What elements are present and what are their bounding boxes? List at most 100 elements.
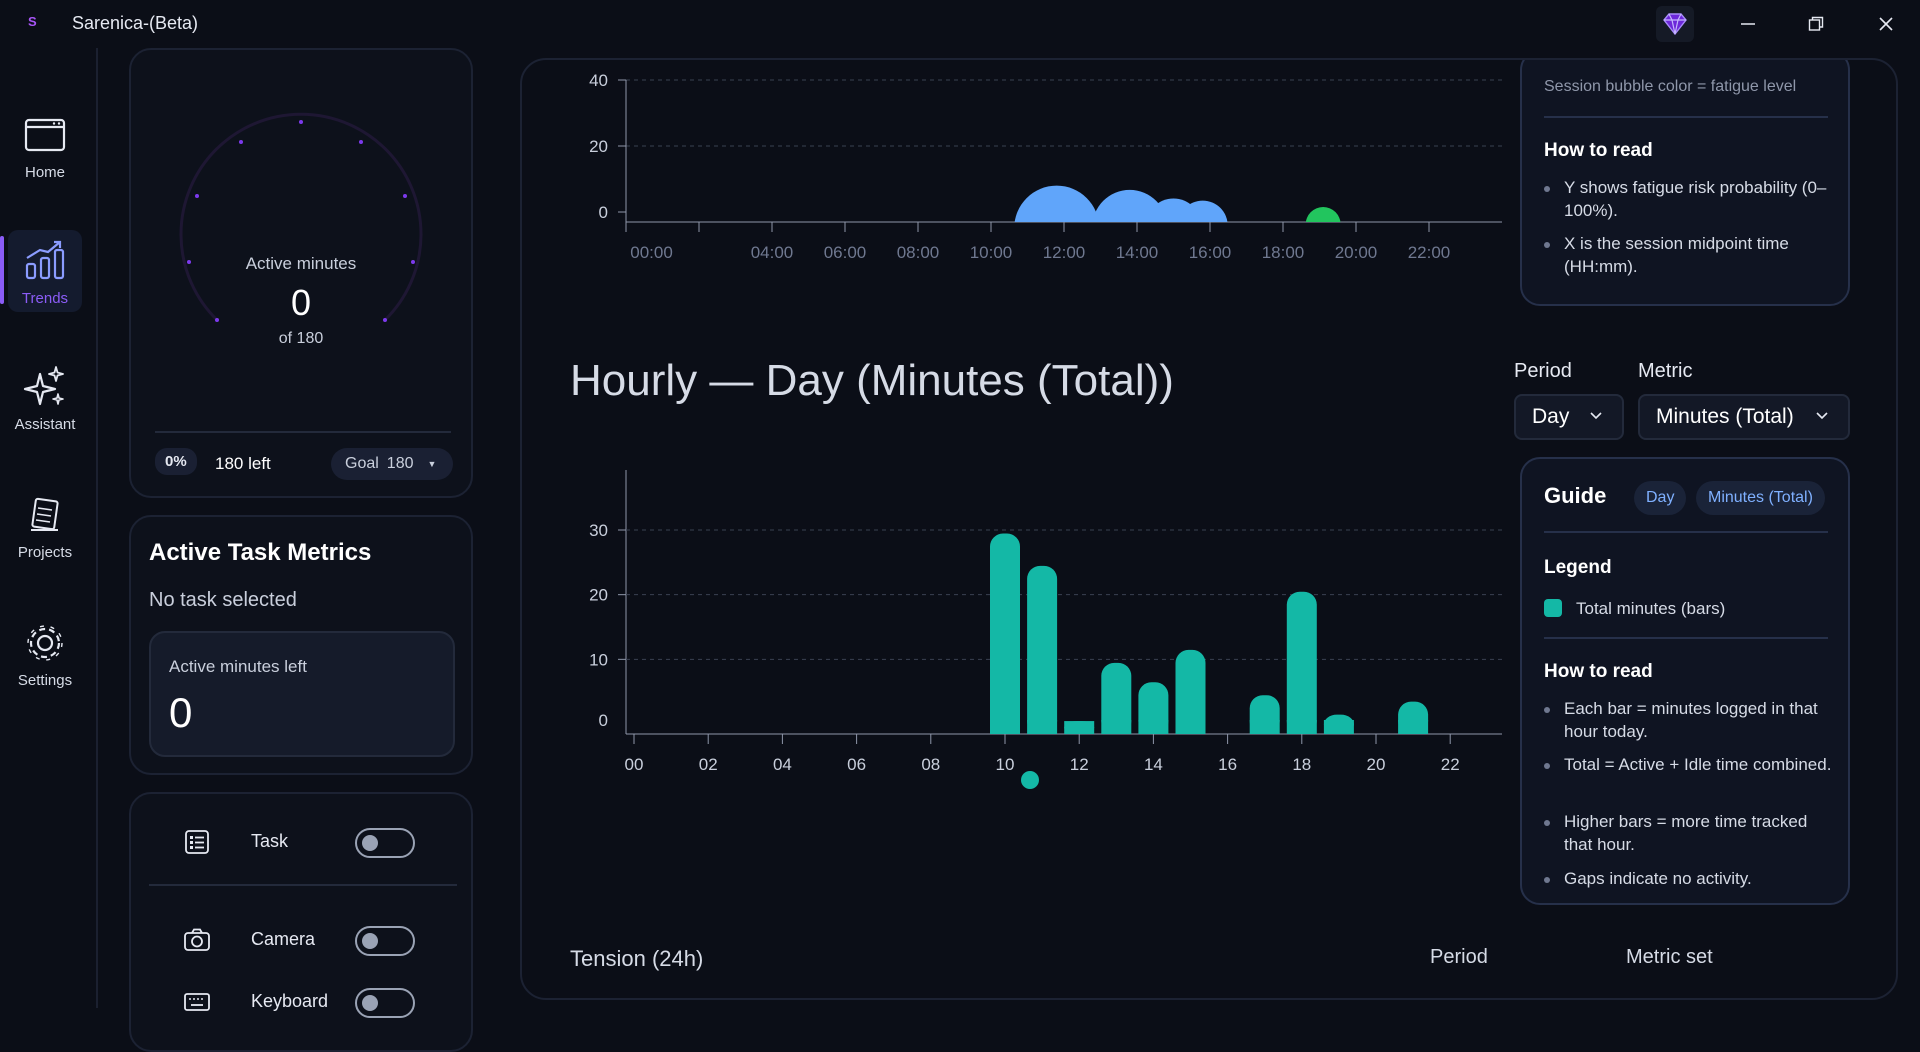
restore-button[interactable] xyxy=(1796,8,1836,40)
y-tick-label: 10 xyxy=(589,650,608,669)
title-bar: S Sarenica-(Beta) xyxy=(0,0,1920,48)
hourly-bar-base xyxy=(1175,720,1206,734)
y-tick-label: 30 xyxy=(589,521,608,540)
bubble-group xyxy=(1014,185,1341,222)
trends-main-panel: 0 20 40 00:00 04:00 06:00 08:00 10:00 12:00 14:00… xyxy=(520,58,1898,1000)
task-toggle-switch[interactable] xyxy=(355,828,415,858)
x-tick-label: 10:00 xyxy=(970,243,1013,262)
guide-bullet: Higher bars = more time tracked that hou… xyxy=(1544,810,1834,856)
guide-bullet: Total = Active + Idle time combined. xyxy=(1544,753,1834,776)
x-tick-label: 08 xyxy=(921,755,940,774)
goal-value: 180 xyxy=(386,455,414,472)
nav-label-projects: Projects xyxy=(17,544,73,561)
camera-toggle-switch[interactable] xyxy=(355,926,415,956)
metric-select-value: Minutes (Total) xyxy=(1656,405,1794,428)
tension-metric-label: Metric set xyxy=(1626,946,1713,968)
session-bubble xyxy=(1092,189,1167,222)
gauge-divider xyxy=(155,431,451,433)
nav-item-projects[interactable]: Projects xyxy=(8,484,82,566)
fatigue-guide-panel: Session bubble color = fatigue level How… xyxy=(1520,60,1850,306)
hourly-bar-base xyxy=(1101,720,1132,734)
active-task-metrics-card: Active Task Metrics No task selected Act… xyxy=(129,515,473,775)
toggle-label-camera: Camera xyxy=(251,929,316,949)
nav-label-assistant: Assistant xyxy=(14,416,76,433)
toggle-label-keyboard: Keyboard xyxy=(251,991,329,1011)
gauge-title: Active minutes xyxy=(245,254,357,273)
legend-swatch xyxy=(1544,599,1562,617)
period-select[interactable]: Day xyxy=(1514,394,1624,440)
guide-chip-metric: Minutes (Total) xyxy=(1696,481,1825,515)
hourly-bar-base xyxy=(990,720,1020,734)
tension-period-label: Period xyxy=(1430,946,1488,968)
caret-down-icon: ▼ xyxy=(427,459,437,469)
minutes-left-text: 180 left xyxy=(215,454,271,473)
guide-title: Guide xyxy=(1544,483,1607,508)
toggle-label-task: Task xyxy=(251,831,289,851)
hourly-bar-base xyxy=(1286,720,1317,734)
nav-label-trends: Trends xyxy=(21,290,69,307)
camera-icon xyxy=(184,928,210,951)
hourly-bar xyxy=(1101,662,1132,734)
tracking-toggles-card: Task Camera Keyboard xyxy=(129,792,473,1052)
x-tick-label: 12 xyxy=(1070,755,1089,774)
period-select-value: Day xyxy=(1532,405,1570,428)
y-tick-label: 20 xyxy=(589,586,608,605)
nav-label-home: Home xyxy=(24,164,65,181)
app-logo: S xyxy=(28,14,37,29)
guide-bullet: Y shows fatigue risk probability (0–100%… xyxy=(1544,176,1834,222)
active-minutes-gauge-card: Active minutes 0 of 180 0% 180 left Goal… xyxy=(129,48,473,498)
session-bubble xyxy=(1177,200,1228,222)
switch-knob xyxy=(362,933,378,949)
x-tick-label: 12:00 xyxy=(1043,243,1086,262)
goal-dropdown[interactable]: Goal 180 ▼ xyxy=(331,448,453,480)
x-tick-label: 20 xyxy=(1367,755,1386,774)
nav-item-settings[interactable]: Settings xyxy=(8,612,82,694)
chevron-down-icon xyxy=(1816,412,1828,420)
active-minutes-left-label: Active minutes left xyxy=(169,657,307,676)
x-tick-label: 18:00 xyxy=(1262,243,1305,262)
close-icon xyxy=(1879,17,1893,31)
metrics-title: Active Task Metrics xyxy=(149,539,372,566)
x-tick-label: 18 xyxy=(1292,755,1311,774)
x-tick-label: 20:00 xyxy=(1335,243,1378,262)
nav-item-trends[interactable]: Trends xyxy=(8,230,82,312)
percent-badge: 0% xyxy=(155,448,197,475)
x-tick-label: 22:00 xyxy=(1408,243,1451,262)
hourly-bar xyxy=(1027,565,1058,734)
x-tick-label: 04:00 xyxy=(751,243,794,262)
session-bubble xyxy=(1305,207,1341,222)
x-tick-label: 04 xyxy=(773,755,792,774)
guide-chip-day: Day xyxy=(1634,481,1687,515)
nav-item-home[interactable]: Home xyxy=(8,104,82,186)
switch-knob xyxy=(362,995,378,1011)
guide-bullet: Gaps indicate no activity. xyxy=(1544,867,1834,890)
guide-divider xyxy=(1544,531,1828,533)
nav-active-indicator xyxy=(0,236,4,304)
nav-item-assistant[interactable]: Assistant xyxy=(8,356,82,438)
list-icon xyxy=(185,830,209,854)
gear-icon xyxy=(27,625,63,661)
y-tick-label: 40 xyxy=(589,71,608,90)
legend-heading: Legend xyxy=(1544,557,1612,578)
hourly-bar xyxy=(1286,591,1317,734)
keyboard-toggle-switch[interactable] xyxy=(355,988,415,1018)
guide-cut-text: Session bubble color = fatigue level xyxy=(1544,78,1797,95)
minimize-button[interactable] xyxy=(1728,8,1768,40)
metric-label: Metric xyxy=(1638,360,1693,382)
premium-gem-button[interactable] xyxy=(1656,6,1694,42)
chevron-down-icon xyxy=(1590,412,1602,420)
x-tick-label: 00:00 xyxy=(630,243,673,262)
metric-select[interactable]: Minutes (Total) xyxy=(1638,394,1850,440)
sparkles-icon xyxy=(23,366,64,406)
guide-bullet: Each bar = minutes logged in that hour t… xyxy=(1544,697,1834,743)
y-tick-label: 0 xyxy=(599,203,608,222)
notebook-icon xyxy=(31,497,59,531)
hourly-bar-base xyxy=(1249,720,1280,734)
how-to-read-heading: How to read xyxy=(1544,661,1653,682)
guide-divider xyxy=(1544,637,1828,639)
close-button[interactable] xyxy=(1866,8,1906,40)
session-bubble xyxy=(1014,185,1099,222)
y-tick-label: 20 xyxy=(589,137,608,156)
tension-section-title: Tension (24h) xyxy=(570,946,704,971)
gauge-subtitle: of 180 xyxy=(278,330,324,347)
